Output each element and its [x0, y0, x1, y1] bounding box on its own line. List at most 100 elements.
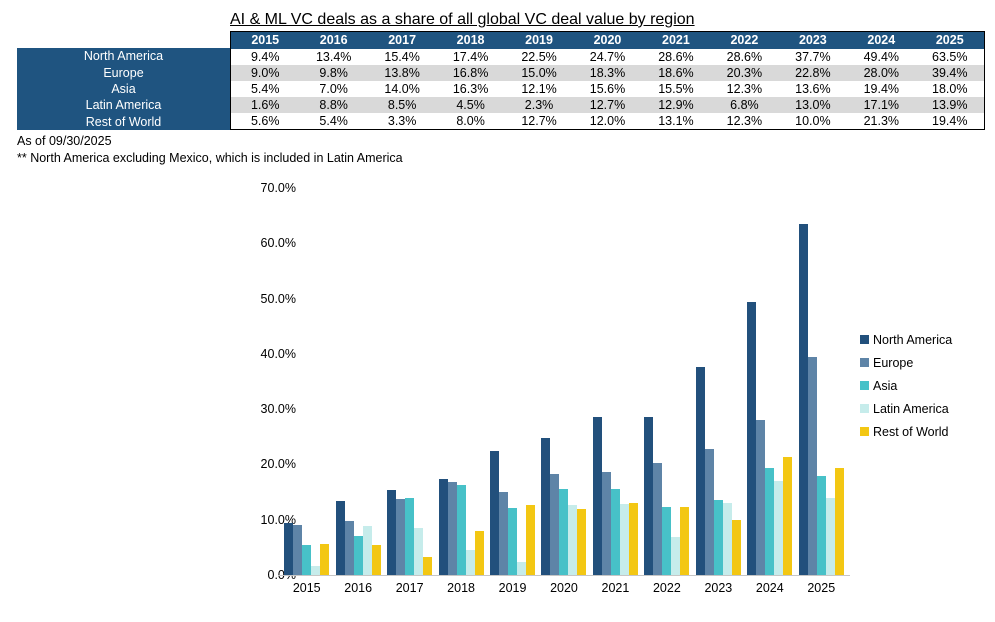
bar-group-2025	[796, 188, 847, 575]
bar-rest-of-world-2016	[371, 545, 381, 575]
bar-asia-2019	[508, 508, 518, 575]
legend-item-asia: Asia	[860, 379, 952, 393]
bar-group-2019	[487, 188, 538, 575]
bar-europe-2020	[550, 473, 560, 575]
bar-group-2020	[538, 188, 589, 575]
bar-group-2021	[590, 188, 641, 575]
table-row-north-america: 9.4% 13.4% 15.4% 17.4% 22.5% 24.7% 28.6% 28.6% 3…	[231, 49, 984, 65]
table-value-rest-of-world-2021: 13.1%	[658, 114, 694, 128]
bar-north-america-2016	[335, 500, 345, 575]
year-header-2025: 2025	[935, 33, 964, 47]
bar-europe-2016	[344, 520, 354, 575]
x-tick-label-2025: 2025	[807, 581, 836, 595]
bar-asia-2021	[610, 489, 620, 575]
bar-north-america-2023	[695, 366, 705, 575]
table-row-asia: 5.4% 7.0% 14.0% 16.3% 12.1% 15.6% 15.5% 12.3% 13…	[231, 81, 984, 97]
table-value-asia-2023: 13.6%	[795, 82, 831, 96]
region-label-asia: Asia	[111, 82, 136, 97]
y-tick-label-40.0%: 40.0%	[260, 346, 296, 361]
bar-group-2016	[332, 188, 383, 575]
table-value-asia-2022: 12.3%	[726, 82, 763, 96]
bar-asia-2023	[713, 499, 723, 575]
table-value-rest-of-world-2016: 5.4%	[319, 114, 348, 128]
table-value-asia-2018: 16.3%	[452, 82, 489, 96]
bar-latin-america-2015	[311, 566, 321, 575]
bar-asia-2016	[353, 536, 363, 575]
bar-asia-2025	[816, 475, 826, 575]
table-value-north-america-2018: 17.4%	[452, 50, 489, 64]
table-row-europe: 9.0% 9.8% 13.8% 16.8% 15.0% 18.3% 18.6% 20.3% 22…	[231, 65, 984, 81]
legend-swatch-latin-america	[860, 404, 869, 413]
bar-north-america-2018	[438, 478, 448, 575]
bar-group-2017	[384, 188, 435, 575]
bar-rest-of-world-2024	[783, 457, 793, 575]
bar-latin-america-2024	[774, 480, 784, 575]
x-tick-label-2022: 2022	[652, 581, 681, 595]
bar-north-america-2017	[387, 489, 397, 575]
table-value-latin-america-2016: 8.8%	[319, 98, 348, 112]
table-value-europe-2020: 18.3%	[589, 66, 626, 80]
table-value-latin-america-2022: 6.8%	[730, 98, 759, 112]
table-value-asia-2021: 15.5%	[658, 82, 694, 96]
y-tick-label-20.0%: 20.0%	[260, 457, 296, 472]
bar-group-2023	[693, 188, 744, 575]
bar-latin-america-2025	[825, 498, 835, 575]
bar-latin-america-2021	[619, 503, 629, 575]
x-tick-label-2015: 2015	[292, 581, 321, 595]
bar-rest-of-world-2018	[474, 530, 484, 575]
table-value-europe-2015: 9.0%	[250, 66, 280, 80]
y-tick-label-50.0%: 50.0%	[260, 291, 296, 306]
table-value-north-america-2025: 63.5%	[932, 50, 968, 64]
bar-north-america-2022	[644, 416, 654, 575]
table-value-latin-america-2025: 13.9%	[932, 98, 968, 112]
table-value-europe-2024: 28.0%	[863, 66, 900, 80]
table-value-north-america-2022: 28.6%	[726, 50, 763, 64]
x-tick-label-2016: 2016	[344, 581, 373, 595]
y-tick-label-70.0%: 70.0%	[260, 181, 296, 195]
x-tick-label-2017: 2017	[395, 581, 424, 595]
data-table: 2015 2016 2017 2018 2019 2020 2021 2022 2023 2024…	[230, 31, 985, 130]
bar-latin-america-2017	[414, 528, 424, 575]
bar-rest-of-world-2022	[680, 507, 690, 575]
bar-latin-america-2022	[671, 537, 681, 575]
table-value-asia-2024: 19.4%	[863, 82, 900, 96]
bar-rest-of-world-2021	[628, 502, 638, 575]
table-region-column: North America Europe Asia Latin America Rest…	[17, 48, 230, 130]
year-header-2015: 2015	[251, 33, 280, 47]
table-value-europe-2022: 20.3%	[726, 66, 763, 80]
legend-item-latin-america: Latin America	[860, 401, 952, 416]
bar-europe-2022	[653, 462, 663, 575]
bar-latin-america-2018	[465, 550, 475, 575]
legend-item-north-america: North America	[860, 333, 952, 347]
table-value-asia-2017: 14.0%	[384, 82, 420, 96]
bar-latin-america-2019	[517, 562, 527, 575]
bar-europe-2015	[293, 525, 303, 575]
table-value-north-america-2023: 37.7%	[795, 50, 831, 64]
bar-asia-2022	[662, 507, 672, 575]
table-value-rest-of-world-2018: 8.0%	[456, 114, 485, 128]
table-value-north-america-2020: 24.7%	[589, 50, 626, 64]
table-value-europe-2017: 13.8%	[384, 66, 420, 80]
bar-europe-2025	[807, 357, 817, 575]
table-value-europe-2018: 16.8%	[452, 66, 489, 80]
legend-label-europe: Europe	[873, 355, 914, 370]
table-value-latin-america-2015: 1.6%	[250, 98, 280, 112]
bar-north-america-2015	[284, 523, 294, 575]
bar-north-america-2021	[592, 416, 602, 575]
table-value-europe-2025: 39.4%	[932, 66, 968, 80]
table-header-row: 2015 2016 2017 2018 2019 2020 2021 2022 2023 2024…	[231, 32, 984, 49]
table-value-rest-of-world-2023: 10.0%	[795, 114, 831, 128]
region-label-europe: Europe	[103, 65, 144, 80]
table-value-latin-america-2017: 8.5%	[387, 98, 417, 112]
x-tick-label-2024: 2024	[755, 581, 784, 595]
legend-label-latin-america: Latin America	[873, 401, 949, 416]
table-value-europe-2016: 9.8%	[319, 66, 348, 80]
bar-rest-of-world-2023	[731, 519, 741, 575]
table-value-rest-of-world-2025: 19.4%	[932, 114, 968, 128]
bar-rest-of-world-2015	[320, 544, 330, 575]
bar-asia-2024	[765, 467, 775, 575]
bar-rest-of-world-2019	[526, 504, 536, 575]
year-header-2023: 2023	[798, 33, 827, 47]
year-header-2024: 2024	[867, 33, 896, 47]
region-label-rest-of-world: Rest of World	[85, 114, 162, 129]
